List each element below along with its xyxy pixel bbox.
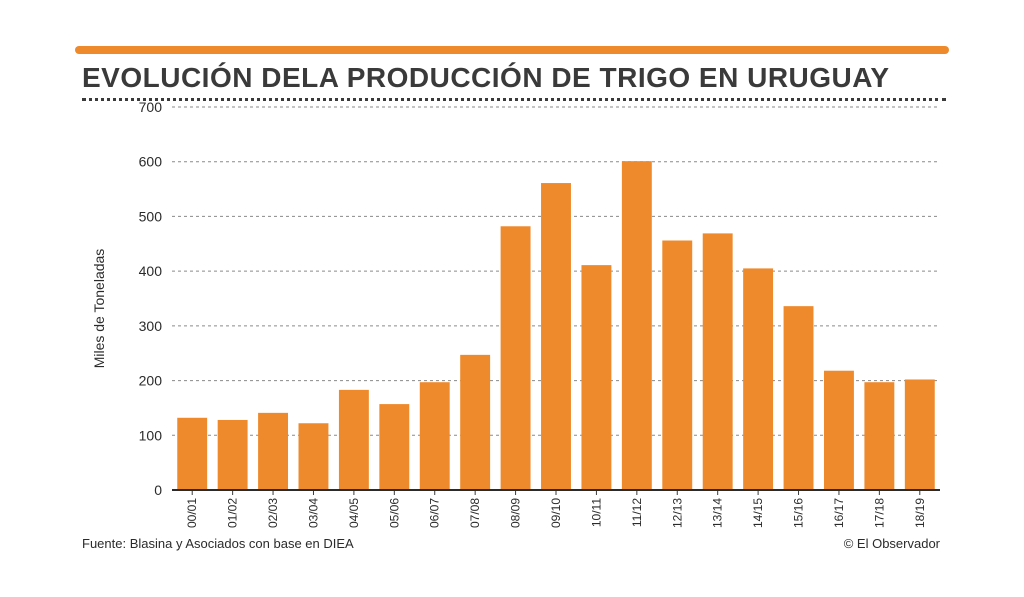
x-tick-label: 10/11 — [589, 498, 603, 527]
source-note: Fuente: Blasina y Asociados con base en … — [82, 536, 354, 551]
bar — [177, 417, 208, 490]
x-tick-label: 06/07 — [428, 498, 442, 528]
y-tick-label: 700 — [139, 99, 163, 115]
x-tick-label: 02/03 — [266, 498, 280, 528]
bar — [662, 240, 693, 490]
x-tick-label: 12/13 — [670, 498, 684, 528]
x-tick-label: 15/16 — [792, 498, 806, 528]
x-tick-label: 13/14 — [711, 498, 725, 528]
y-tick-label: 400 — [139, 263, 163, 279]
bar — [864, 382, 895, 490]
title-dotted-divider — [82, 98, 946, 101]
x-tick-label: 11/12 — [630, 498, 644, 527]
bar — [541, 183, 571, 490]
x-tick-label: 09/10 — [549, 498, 563, 528]
x-tick-label: 00/01 — [185, 498, 199, 528]
bar — [621, 161, 652, 490]
bar — [783, 306, 814, 490]
x-tick-label: 17/18 — [872, 498, 886, 528]
x-tick-label: 18/19 — [913, 498, 927, 528]
y-tick-label: 0 — [154, 482, 162, 498]
x-tick-label: 04/05 — [347, 498, 361, 528]
bar — [460, 354, 491, 490]
bar — [823, 370, 854, 490]
bar — [419, 382, 450, 490]
bar — [217, 419, 248, 490]
top-accent-bar — [75, 46, 949, 54]
bar — [500, 226, 531, 490]
y-tick-label: 600 — [139, 154, 163, 170]
bar — [581, 265, 612, 490]
y-axis-label: Miles de Toneladas — [91, 249, 107, 369]
x-tick-label: 03/04 — [306, 498, 320, 528]
y-tick-label: 200 — [139, 373, 163, 389]
y-tick-label: 500 — [139, 208, 163, 224]
chart-title: EVOLUCIÓN DELA PRODUCCIÓN DE TRIGO EN UR… — [82, 62, 890, 93]
bar — [379, 404, 410, 490]
bar — [258, 412, 289, 490]
bar — [743, 268, 774, 490]
bar — [904, 379, 935, 490]
bar — [298, 423, 329, 490]
credit-note: © El Observador — [843, 536, 940, 551]
bar — [702, 233, 733, 490]
x-tick-label: 08/09 — [509, 498, 523, 528]
x-tick-label: 14/15 — [751, 498, 765, 528]
y-tick-label: 300 — [139, 318, 163, 334]
bar — [338, 389, 369, 490]
x-tick-label: 01/02 — [226, 498, 240, 528]
y-tick-label: 100 — [139, 427, 163, 443]
x-tick-label: 16/17 — [832, 498, 846, 528]
x-tick-label: 05/06 — [387, 498, 401, 528]
x-tick-label: 07/08 — [468, 498, 482, 528]
